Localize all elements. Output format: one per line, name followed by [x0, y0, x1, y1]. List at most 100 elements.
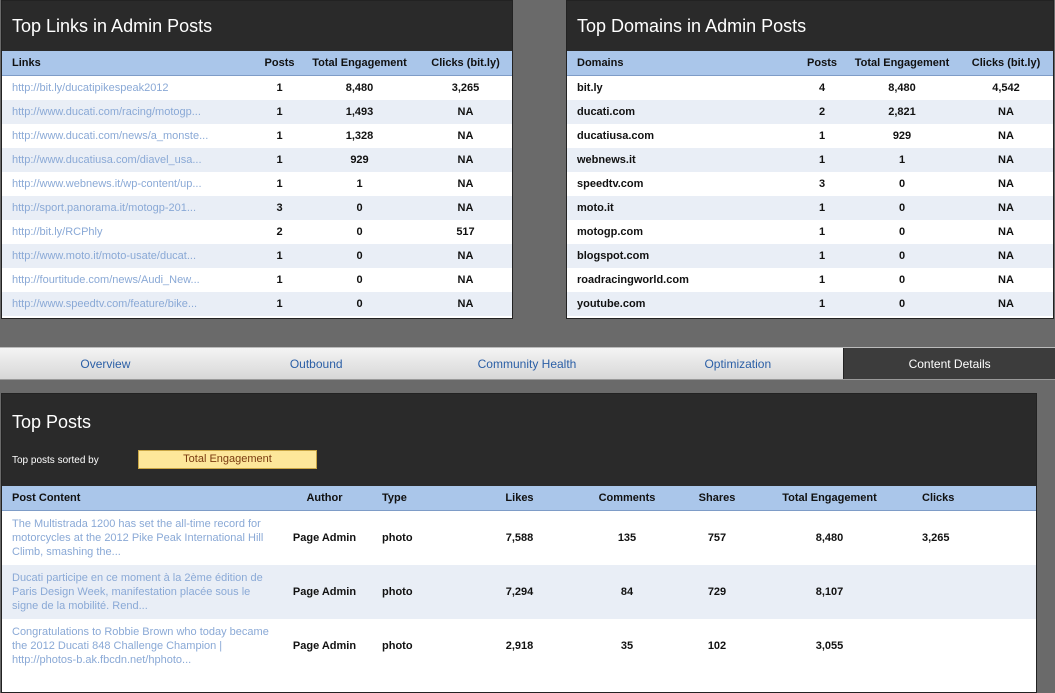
tab-outbound[interactable]: Outbound — [289, 357, 343, 371]
link-cell[interactable]: http://sport.panorama.it/motogp-201... — [2, 196, 257, 220]
domain-cell: webnews.it — [567, 148, 797, 172]
column-header-posts[interactable]: Posts — [797, 51, 847, 76]
author-cell: Page Admin — [277, 619, 372, 673]
link-cell[interactable]: http://www.ducati.com/news/a_monste... — [2, 124, 257, 148]
column-header-post-content[interactable]: Post Content — [2, 486, 277, 511]
post-content-text[interactable]: Congratulations to Robbie Brown who toda… — [12, 626, 269, 666]
table-row: ducatiusa.com 1 929 NA — [567, 124, 1053, 148]
top-links-title: Top Links in Admin Posts — [12, 16, 213, 36]
clicks-cell — [912, 565, 1036, 619]
clicks-cell: NA — [417, 292, 512, 316]
table-row: roadracingworld.com 1 0 NA — [567, 268, 1053, 292]
column-header-clicks[interactable]: Clicks (bit.ly) — [957, 51, 1053, 76]
clicks-cell: NA — [957, 196, 1053, 220]
column-header-total-engagement[interactable]: Total Engagement — [747, 486, 912, 511]
table-row: bit.ly 4 8,480 4,542 — [567, 75, 1053, 100]
top-domains-header: Top Domains in Admin Posts — [567, 1, 1053, 51]
top-posts-header: Top Posts Top posts sorted by Total Enga… — [2, 394, 1036, 486]
table-header-row: Links Posts Total Engagement Clicks (bit… — [2, 51, 512, 76]
posts-cell: 1 — [257, 244, 302, 268]
posts-cell: 1 — [257, 100, 302, 124]
column-header-total-engagement[interactable]: Total Engagement — [847, 51, 957, 76]
link-cell[interactable]: http://fourtitude.com/news/Audi_New... — [2, 268, 257, 292]
column-header-clicks[interactable]: Clicks (bit.ly) — [417, 51, 512, 76]
shares-cell: 729 — [687, 565, 747, 619]
posts-cell: 1 — [797, 244, 847, 268]
top-posts-table: Post Content Author Type Likes Comments … — [2, 486, 1036, 673]
engagement-cell: 8,480 — [747, 510, 912, 565]
column-header-clicks[interactable]: Clicks — [912, 486, 1036, 511]
table-row: http://www.speedtv.com/feature/bike... 1 0… — [2, 292, 512, 316]
post-content-cell[interactable]: Ducati participe en ce moment à la 2ème … — [2, 565, 277, 619]
link-cell[interactable]: http://www.ducatiusa.com/diavel_usa... — [2, 148, 257, 172]
top-posts-title: Top Posts — [12, 412, 92, 432]
comments-cell: 84 — [567, 565, 687, 619]
posts-cell: 2 — [257, 220, 302, 244]
posts-cell: 1 — [797, 196, 847, 220]
table-row: The Multistrada 1200 has set the all-tim… — [2, 510, 1036, 565]
table-row: ducati.com 2 2,821 NA — [567, 100, 1053, 124]
clicks-cell — [912, 619, 1036, 673]
clicks-cell: NA — [417, 196, 512, 220]
column-header-links[interactable]: Links — [2, 51, 257, 76]
clicks-cell: NA — [417, 268, 512, 292]
column-header-comments[interactable]: Comments — [567, 486, 687, 511]
link-cell[interactable]: http://www.moto.it/moto-usate/ducat... — [2, 244, 257, 268]
posts-cell: 1 — [257, 292, 302, 316]
post-content-text[interactable]: Ducati participe en ce moment à la 2ème … — [12, 572, 263, 612]
link-cell[interactable]: http://www.ducati.com/racing/motogp... — [2, 100, 257, 124]
column-header-domains[interactable]: Domains — [567, 51, 797, 76]
column-header-total-engagement[interactable]: Total Engagement — [302, 51, 417, 76]
link-cell[interactable]: http://bit.ly/RCPhly — [2, 220, 257, 244]
posts-cell: 1 — [257, 124, 302, 148]
engagement-cell: 0 — [847, 196, 957, 220]
table-row: blogspot.com 1 0 NA — [567, 244, 1053, 268]
table-row: http://www.moto.it/moto-usate/ducat... 1 0… — [2, 244, 512, 268]
tab-community-health[interactable]: Community Health — [477, 357, 577, 371]
column-header-type[interactable]: Type — [372, 486, 472, 511]
clicks-cell: NA — [957, 292, 1053, 316]
posts-cell: 1 — [257, 75, 302, 100]
column-header-author[interactable]: Author — [277, 486, 372, 511]
likes-cell: 7,294 — [472, 565, 567, 619]
post-content-cell[interactable]: Congratulations to Robbie Brown who toda… — [2, 619, 277, 673]
post-content-text[interactable]: The Multistrada 1200 has set the all-tim… — [12, 518, 264, 558]
engagement-cell: 0 — [847, 244, 957, 268]
table-row: Congratulations to Robbie Brown who toda… — [2, 619, 1036, 673]
clicks-cell: NA — [957, 100, 1053, 124]
table-header-row: Post Content Author Type Likes Comments … — [2, 486, 1036, 511]
posts-cell: 4 — [797, 75, 847, 100]
engagement-cell: 0 — [302, 292, 417, 316]
sort-dropdown[interactable]: Total Engagement — [138, 450, 317, 469]
column-header-shares[interactable]: Shares — [687, 486, 747, 511]
link-cell[interactable]: http://bit.ly/ducatipikespeak2012 — [2, 75, 257, 100]
domain-cell: speedtv.com — [567, 172, 797, 196]
top-domains-title: Top Domains in Admin Posts — [577, 16, 807, 36]
clicks-cell: 517 — [417, 220, 512, 244]
clicks-cell: 3,265 — [417, 75, 512, 100]
tab-content-details[interactable]: Content Details — [843, 348, 1055, 379]
domain-cell: roadracingworld.com — [567, 268, 797, 292]
engagement-cell: 8,480 — [302, 75, 417, 100]
engagement-cell: 1,493 — [302, 100, 417, 124]
likes-cell: 2,918 — [472, 619, 567, 673]
likes-cell: 7,588 — [472, 510, 567, 565]
column-header-likes[interactable]: Likes — [472, 486, 567, 511]
top-domains-panel: Top Domains in Admin Posts Domains Posts… — [566, 0, 1054, 319]
link-cell[interactable]: http://www.speedtv.com/feature/bike... — [2, 292, 257, 316]
tab-optimization[interactable]: Optimization — [704, 357, 772, 371]
table-row: webnews.it 1 1 NA — [567, 148, 1053, 172]
posts-cell: 1 — [257, 268, 302, 292]
post-content-cell[interactable]: The Multistrada 1200 has set the all-tim… — [2, 510, 277, 565]
posts-cell: 1 — [797, 148, 847, 172]
tab-overview[interactable]: Overview — [80, 357, 131, 371]
column-header-posts[interactable]: Posts — [257, 51, 302, 76]
link-cell[interactable]: http://www.webnews.it/wp-content/up... — [2, 172, 257, 196]
engagement-cell: 8,107 — [747, 565, 912, 619]
top-posts-panel: Top Posts Top posts sorted by Total Enga… — [1, 393, 1037, 693]
clicks-cell: NA — [957, 244, 1053, 268]
engagement-cell: 3,055 — [747, 619, 912, 673]
clicks-cell: 4,542 — [957, 75, 1053, 100]
engagement-cell: 1 — [847, 148, 957, 172]
top-links-table: Links Posts Total Engagement Clicks (bit… — [2, 51, 512, 316]
